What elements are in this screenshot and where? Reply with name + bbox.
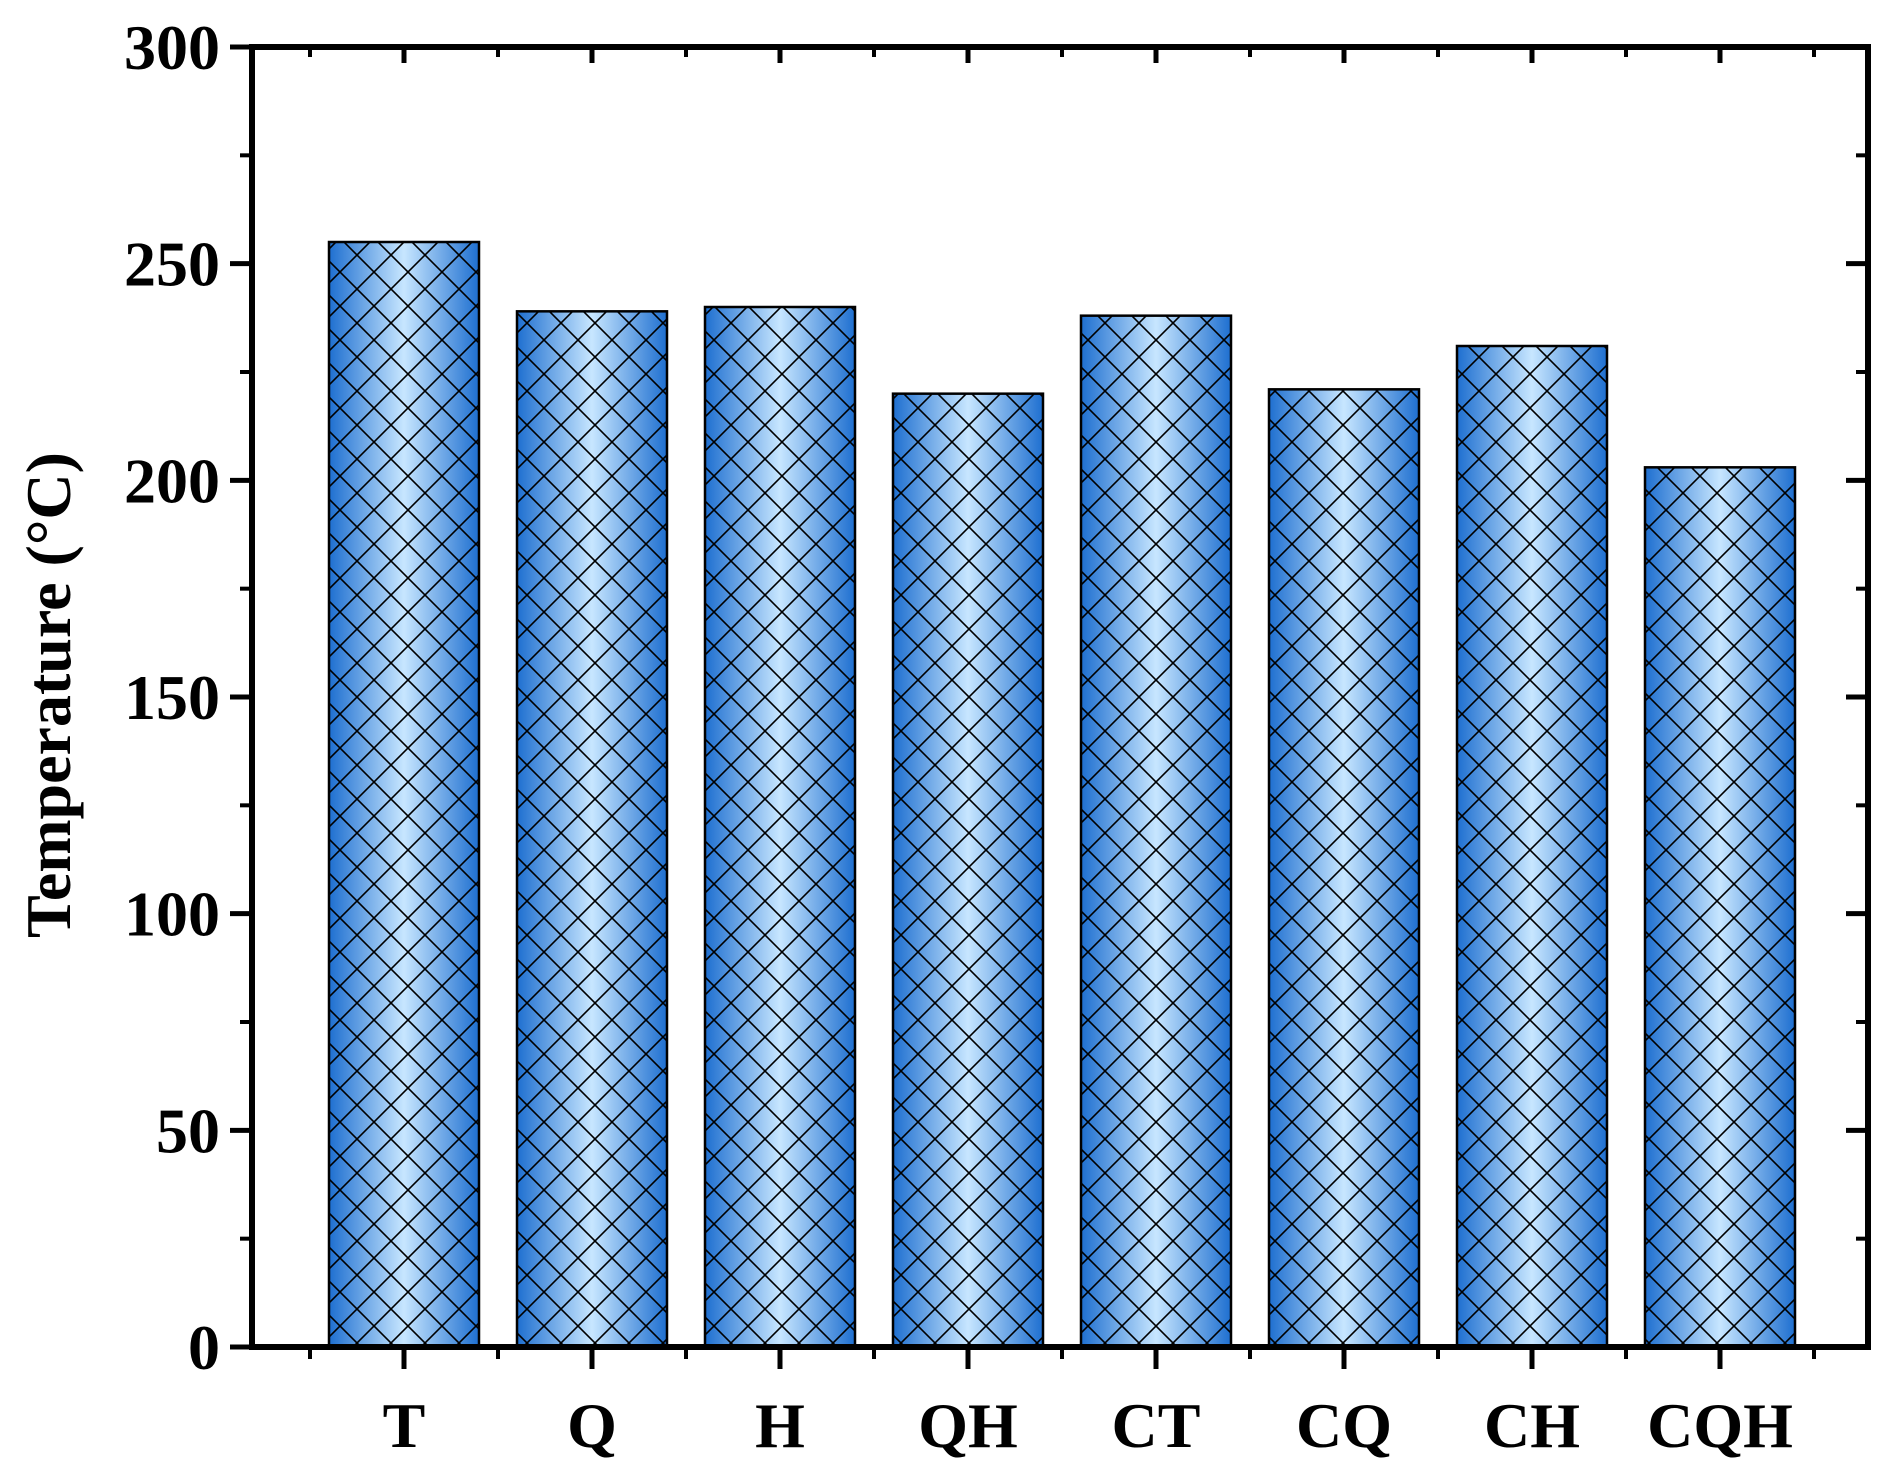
y-tick-label: 150 bbox=[124, 662, 220, 733]
bar-hatch bbox=[703, 305, 857, 1349]
bar-hatch bbox=[515, 310, 669, 1349]
bars-layer bbox=[327, 240, 1797, 1349]
bar-t bbox=[327, 240, 481, 1349]
plot-frame bbox=[249, 44, 1871, 1350]
bar-hatch bbox=[1643, 466, 1797, 1349]
x-tick-label: CQ bbox=[1296, 1390, 1392, 1461]
y-tick-label: 200 bbox=[124, 445, 220, 516]
bar-hatch bbox=[891, 392, 1045, 1349]
x-tick-label: CQH bbox=[1647, 1390, 1793, 1461]
x-tick-label: CT bbox=[1112, 1390, 1201, 1461]
bar-ch bbox=[1455, 344, 1609, 1349]
x-tick-label: Q bbox=[567, 1390, 617, 1461]
bar-hatch bbox=[1455, 344, 1609, 1349]
y-tick-label: 100 bbox=[124, 879, 220, 950]
bar-hatch bbox=[327, 240, 481, 1349]
x-tick-label: CH bbox=[1484, 1390, 1580, 1461]
x-tick-label: QH bbox=[918, 1390, 1018, 1461]
bar-qh bbox=[891, 392, 1045, 1349]
bar-cq bbox=[1267, 388, 1421, 1349]
y-tick-label: 250 bbox=[124, 229, 220, 300]
bar-hatch bbox=[1267, 388, 1421, 1349]
x-tick-label: H bbox=[755, 1390, 805, 1461]
y-tick-label: 300 bbox=[124, 12, 220, 83]
bar-h bbox=[703, 305, 857, 1349]
bar-q bbox=[515, 310, 669, 1349]
y-axis-title: Temperature (°C) bbox=[13, 452, 84, 938]
axes-layer bbox=[230, 44, 1871, 1369]
bar-cqh bbox=[1643, 466, 1797, 1349]
bar-hatch bbox=[1079, 314, 1233, 1349]
y-tick-label: 0 bbox=[188, 1312, 220, 1383]
y-tick-label: 50 bbox=[156, 1095, 220, 1166]
x-tick-label: T bbox=[383, 1390, 426, 1461]
bar-ct bbox=[1079, 314, 1233, 1349]
